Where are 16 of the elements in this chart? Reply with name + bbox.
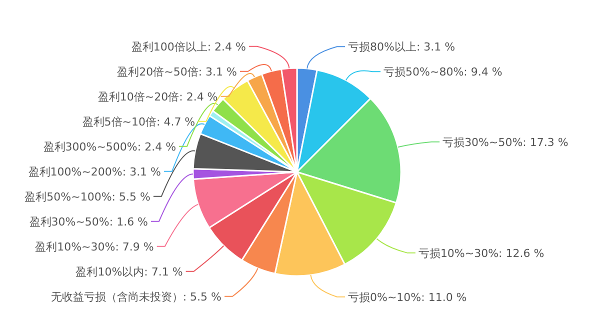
slice-label: 盈利10%以内: 7.1 % xyxy=(76,265,183,278)
slice-label: 盈利50%~100%: 5.5 % xyxy=(24,190,150,204)
slice-label: 无收益亏损（含尚未投资）: 5.5 % xyxy=(50,290,222,304)
slice-label: 亏损80%以上: 3.1 % xyxy=(348,40,456,54)
slice-label: 盈利20倍~50倍: 3.1 % xyxy=(117,65,238,78)
slice-label: 盈利100倍以上: 2.4 % xyxy=(131,40,246,54)
slice-label: 亏损0%~10%: 11.0 % xyxy=(348,290,467,304)
slice-label: 亏损50%~80%: 9.4 % xyxy=(384,66,502,79)
slice-label: 盈利30%~50%: 1.6 % xyxy=(29,215,148,228)
slice-label: 盈利10倍~20倍: 2.4 % xyxy=(98,90,218,104)
slice-label: 盈利100%~200%: 3.1 % xyxy=(28,165,162,178)
slice-label: 盈利5倍~10倍: 4.7 % xyxy=(82,115,196,128)
slice-label: 盈利300%~500%: 2.4 % xyxy=(43,140,176,154)
slice-label: 亏损30%~50%: 17.3 % xyxy=(442,136,568,149)
slice-label: 盈利10%~30%: 7.9 % xyxy=(35,240,154,254)
slice-label: 亏损10%~30%: 12.6 % xyxy=(418,246,544,260)
